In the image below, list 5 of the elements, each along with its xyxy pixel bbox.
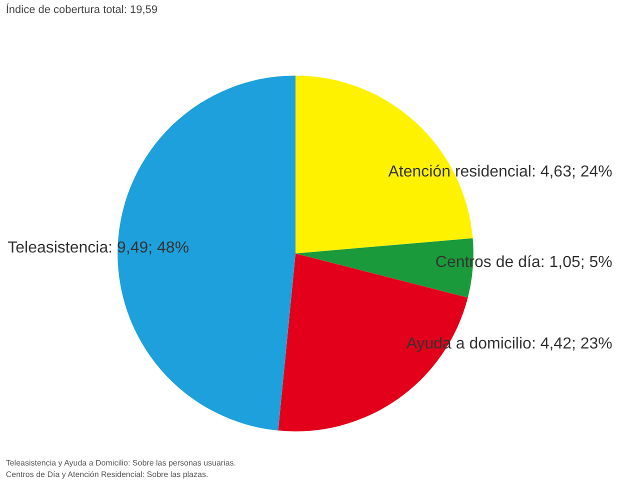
text: Centros de Día y Atención Residencial: Sobre las plazas. bbox=[6, 470, 208, 480]
chart-title: Índice de cobertura total: 19,59 bbox=[6, 3, 158, 16]
slice-label: Atención residencial: 4,63; 24% bbox=[388, 164, 612, 181]
text: Teleasistencia y Ayuda a Domicilio: Sobre las personas usuarias. bbox=[6, 458, 236, 468]
slice-label: Teleasistencia: 9,49; 48% bbox=[8, 240, 190, 257]
